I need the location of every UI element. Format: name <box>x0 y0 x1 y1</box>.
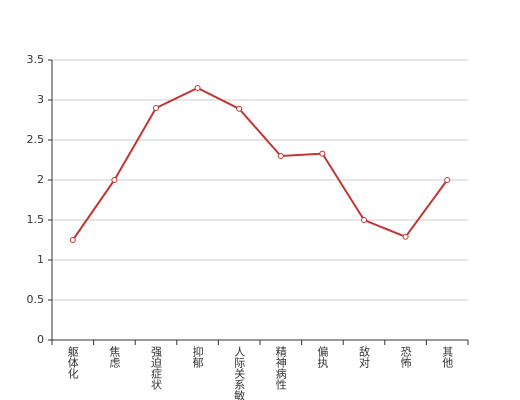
point <box>153 105 159 111</box>
y-tick-label: 2 <box>37 173 44 186</box>
point <box>69 237 76 243</box>
y-tick-label: 3.5 <box>27 53 45 66</box>
point <box>111 177 118 183</box>
point <box>402 233 409 240</box>
x-tick-label: 躯体化 <box>66 346 79 380</box>
x-tick-label: 恐怖 <box>399 346 412 368</box>
x-tick-label: 抑郁 <box>191 345 204 368</box>
y-tick-label: 1.5 <box>27 213 45 226</box>
y-tick-label: 0 <box>37 333 44 346</box>
point <box>444 177 451 183</box>
x-tick-label: 敌对 <box>358 345 371 368</box>
y-tick-label: 1 <box>37 253 44 266</box>
x-tick-label: 精神病性 <box>274 346 287 391</box>
x-tick-label: 焦虑 <box>108 346 121 368</box>
point <box>319 150 326 157</box>
y-tick-label: 0.5 <box>27 293 45 306</box>
point <box>361 217 367 223</box>
x-tick-label: 人际关系敏感 <box>233 346 246 400</box>
point <box>236 105 243 112</box>
x-tick-label: 偏执 <box>316 345 329 369</box>
y-tick-label: 3 <box>37 93 44 106</box>
point <box>277 153 284 159</box>
point <box>194 85 201 91</box>
x-tick-label: 其他 <box>441 346 454 368</box>
line <box>71 86 449 241</box>
y-tick-label: 2.5 <box>27 133 45 146</box>
x-tick-label: 强迫症状 <box>150 346 163 390</box>
